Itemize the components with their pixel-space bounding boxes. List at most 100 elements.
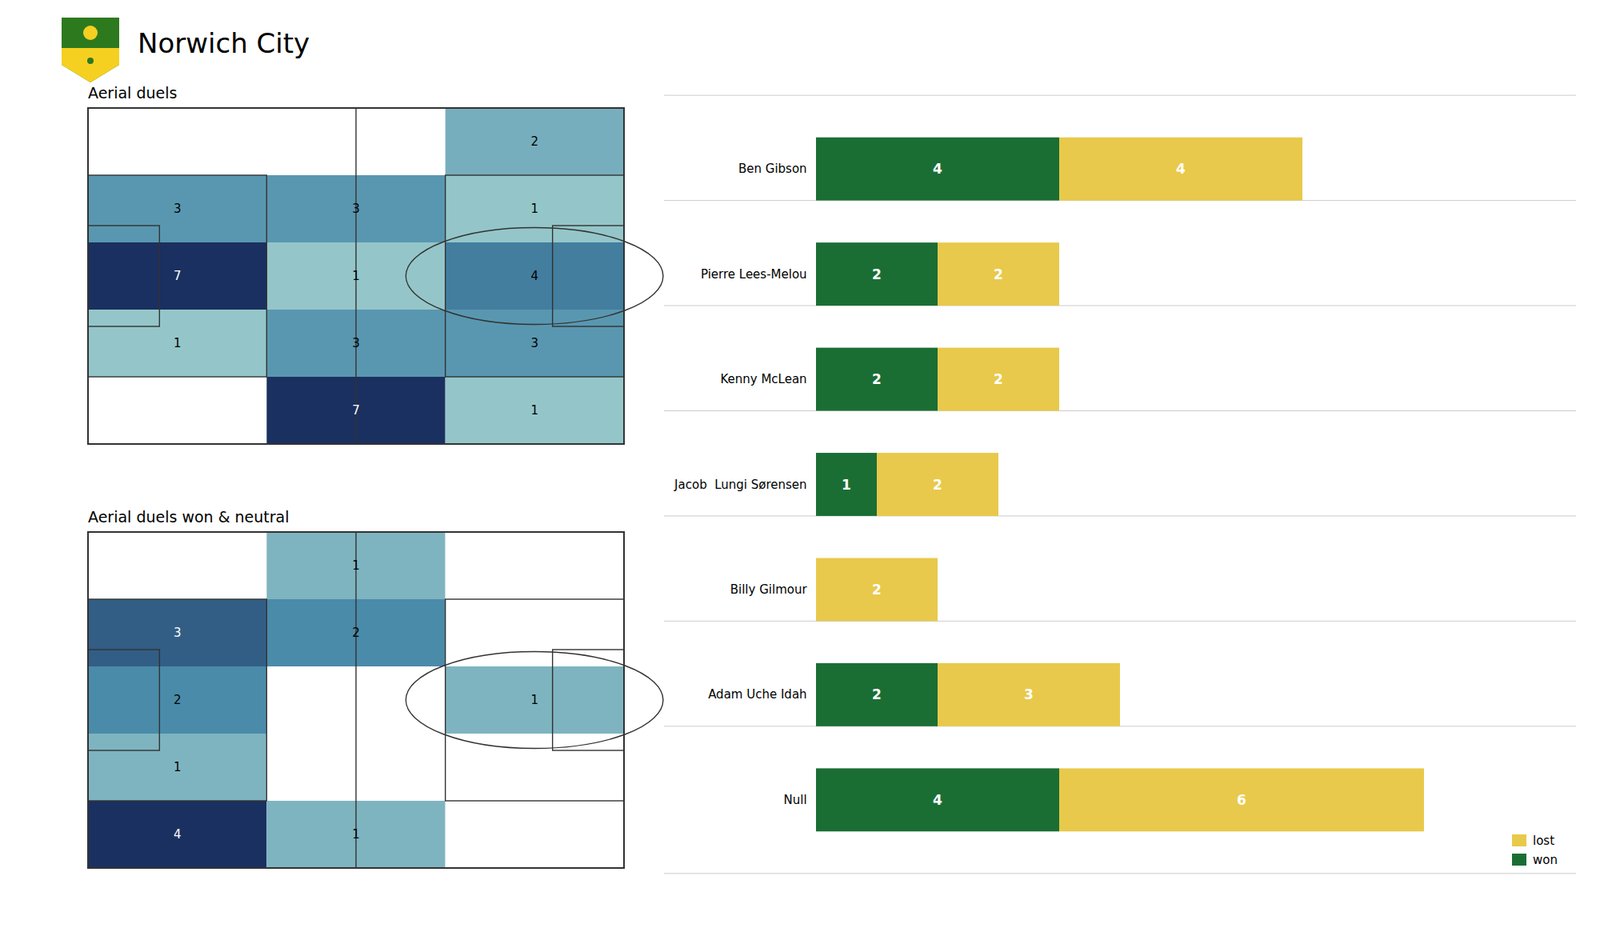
pitch-goal-box — [552, 649, 624, 751]
cell-label: 7 — [173, 268, 182, 284]
bar-label: 2 — [872, 686, 882, 703]
cell-label: 4 — [531, 268, 540, 284]
category-label: Kenny McLean — [720, 372, 807, 387]
category-label: Ben Gibson — [738, 161, 808, 176]
cell-label: 2 — [352, 625, 360, 640]
legend-label: won — [1532, 852, 1558, 868]
subtitle: Aerial duels won & neutral — [88, 508, 289, 526]
legend-label: lost — [1532, 833, 1555, 848]
pitch-lines — [88, 108, 664, 444]
bar-label: 2 — [872, 581, 882, 598]
bar — [816, 348, 938, 412]
bar-label: 2 — [872, 371, 882, 388]
cell-label: 2 — [173, 692, 182, 708]
heatmap-cell — [88, 666, 267, 734]
pitch-heatmap — [88, 532, 664, 868]
cell-label: 1 — [352, 558, 360, 573]
heatmap-cell — [88, 376, 267, 444]
pitch-penalty-box — [445, 599, 624, 801]
bar — [816, 558, 938, 622]
cell-label: 1 — [531, 403, 540, 418]
separator — [664, 95, 1576, 96]
title: Norwich City — [137, 27, 310, 60]
heatmap-cell — [88, 175, 267, 243]
bar-label: 3 — [1024, 686, 1034, 703]
logo — [61, 17, 120, 83]
cell-label: 4 — [173, 827, 182, 842]
bar — [816, 452, 877, 516]
logo-stripe — [61, 48, 120, 83]
heatmap-cell — [445, 108, 624, 176]
bar — [937, 242, 1060, 306]
cell-label: 1 — [173, 760, 182, 775]
pitch-heatmap — [88, 108, 664, 444]
bars — [816, 137, 1424, 832]
pitch-penalty-box — [445, 175, 624, 377]
legend-swatch — [1512, 853, 1527, 866]
heatmap-cell — [88, 733, 267, 801]
bar-label: 2 — [872, 266, 882, 283]
heatmap-cell — [445, 733, 624, 801]
separator — [664, 872, 1576, 874]
heatmap-cell — [445, 242, 624, 310]
legend-swatch — [1512, 834, 1527, 847]
heatmap-cell — [445, 309, 624, 377]
cell-label: 7 — [352, 403, 360, 418]
bar — [816, 137, 1060, 201]
pitch-border — [88, 532, 624, 868]
pitch-lines — [88, 532, 664, 868]
heatmap-cell — [88, 800, 267, 868]
separator — [664, 620, 1576, 622]
bar — [1059, 768, 1424, 832]
bar-label: 2 — [993, 371, 1004, 388]
category-label: Billy Gilmour — [730, 582, 808, 597]
logo-shield — [61, 17, 120, 83]
category-label: Pierre Lees-Melou — [700, 267, 808, 282]
labels: 4 4 Ben Gibson 2 2 Pierre Lees-Melou 2 2 Kenny M… — [673, 160, 1247, 808]
logo-bird — [83, 25, 98, 40]
separator — [664, 305, 1576, 307]
heatmap-cell — [445, 666, 624, 734]
cell-label: 3 — [173, 201, 182, 216]
logo-dot — [87, 57, 94, 64]
heatmap-cell — [445, 376, 624, 444]
pitch-border — [88, 108, 624, 444]
bar — [816, 768, 1060, 832]
cell-label: 3 — [352, 336, 360, 351]
heatmap-cell — [445, 599, 624, 667]
bar — [937, 348, 1060, 412]
legend: lost won — [1512, 833, 1558, 868]
bar — [1059, 137, 1303, 201]
heatmap-cell — [88, 309, 267, 377]
pitch-penalty-box — [88, 599, 267, 801]
cell-label: 1 — [531, 201, 540, 216]
cell-label: 3 — [352, 201, 360, 216]
bar-label: 2 — [993, 266, 1004, 283]
heatmap-cell — [445, 800, 624, 868]
bar-label: 4 — [932, 792, 943, 808]
pitch-goal-box — [552, 225, 624, 327]
cell-label: 1 — [352, 268, 360, 284]
bar-label: 4 — [932, 160, 943, 177]
heatmap-cell — [88, 532, 267, 600]
separator — [664, 410, 1576, 412]
separators — [664, 95, 1576, 874]
cell-label: 1 — [531, 692, 540, 708]
bar-label: 1 — [841, 476, 852, 493]
cell-label: 3 — [531, 336, 540, 351]
cell-label: 1 — [173, 336, 182, 351]
separator — [664, 515, 1576, 516]
heatmap-cell — [88, 242, 267, 310]
bar — [816, 242, 938, 306]
bar — [816, 663, 938, 727]
pitch-halfway-line — [355, 532, 356, 868]
category-label: Adam Uche Idah — [708, 687, 807, 702]
category-label: Jacob Lungi Sørensen — [673, 477, 807, 492]
heatmap-cell — [88, 108, 267, 176]
pitch-goal-box — [88, 225, 160, 327]
bar-label: 4 — [1176, 160, 1186, 177]
pitch-goal-box — [88, 649, 160, 751]
heatmap-cell — [445, 532, 624, 600]
bar-label: 6 — [1236, 792, 1247, 808]
subtitle: Aerial duels — [88, 84, 177, 102]
